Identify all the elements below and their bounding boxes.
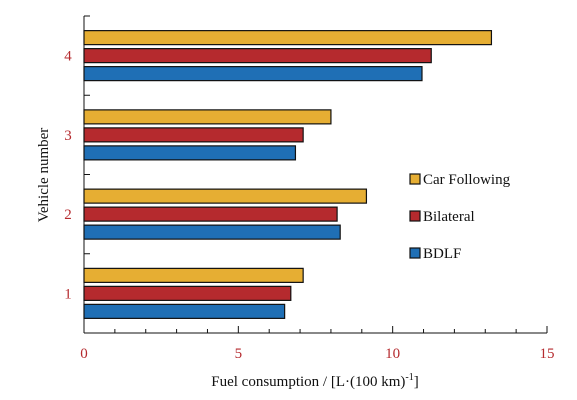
bar-bdlf-vehicle-1 (83, 303, 286, 319)
bar-bdlf-vehicle-2 (83, 224, 341, 240)
x-axis-title-superscript: -1 (405, 372, 413, 383)
legend: Car Following Bilateral BDLF (409, 172, 511, 262)
x-ticks-group: 0 5 10 15 (80, 326, 555, 362)
bar-bilateral-vehicle-2 (83, 206, 338, 222)
legend-swatch-car-following (409, 173, 421, 185)
y-tick-label-1: 1 (64, 286, 72, 302)
legend-swatch-bdlf (409, 247, 421, 259)
legend-label-bdlf: BDLF (423, 246, 461, 262)
y-tick-label-2: 2 (64, 207, 72, 223)
bar-car-following-vehicle-1 (83, 267, 304, 283)
legend-label-bilateral: Bilateral (423, 209, 475, 225)
y-tick-label-3: 3 (64, 128, 72, 144)
x-tick-label-15: 15 (540, 346, 555, 362)
bar-bilateral-vehicle-4 (83, 48, 432, 64)
bar-car-following-vehicle-2 (83, 188, 368, 204)
y-ticks-group: 1 2 3 4 (64, 15, 90, 334)
y-axis-title: Vehicle number (36, 128, 52, 223)
x-tick-label-5: 5 (235, 346, 243, 362)
x-axis-title-main: Fuel consumption / [L·(100 km) (211, 374, 405, 390)
bar-car-following-vehicle-4 (83, 30, 493, 46)
legend-label-car-following: Car Following (423, 172, 511, 188)
bar-bilateral-vehicle-1 (83, 285, 292, 301)
bar-bdlf-vehicle-3 (83, 145, 297, 161)
legend-swatch-bilateral (409, 210, 421, 222)
x-tick-label-0: 0 (80, 346, 88, 362)
bar-bilateral-vehicle-3 (83, 127, 304, 143)
y-tick-label-4: 4 (64, 49, 72, 65)
x-tick-label-10: 10 (385, 346, 400, 362)
bar-bdlf-vehicle-4 (83, 66, 423, 82)
x-axis-title-tail: ] (414, 374, 419, 390)
x-axis-title: Fuel consumption / [L·(100 km)-1] (211, 372, 419, 390)
bar-car-following-vehicle-3 (83, 109, 332, 125)
